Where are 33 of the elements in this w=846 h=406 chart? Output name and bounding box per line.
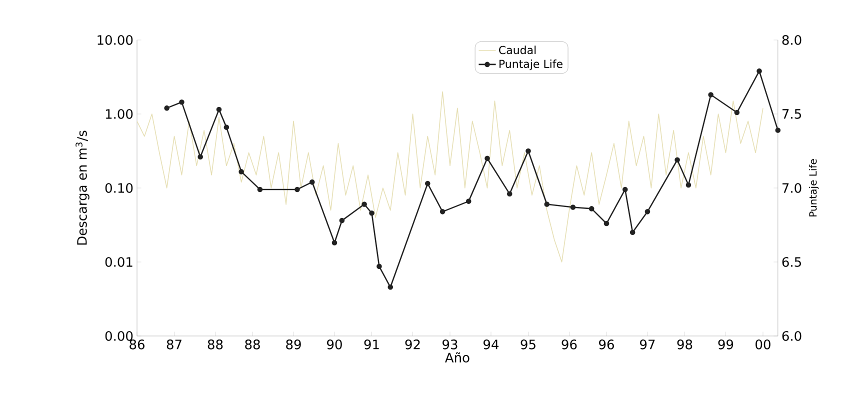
x-tick-label: 86: [130, 340, 144, 350]
x-tick-label: 97: [640, 340, 655, 350]
y2-tick-label: 7.0: [782, 183, 802, 193]
y-tick-label: 0.00: [105, 331, 133, 341]
x-tick-label: 94: [484, 340, 499, 350]
x-tick-label: 93: [442, 340, 458, 350]
x-tick-label: 95: [520, 340, 536, 350]
y2-tick-label: 6.0: [782, 331, 802, 341]
legend-label: Puntaje Life: [500, 60, 562, 70]
legend-label: Caudal: [499, 46, 536, 54]
y2-axis-title: Puntaje Life: [808, 159, 819, 216]
x-axis-title: Año: [445, 352, 470, 363]
x-tick-label: 96: [599, 340, 614, 350]
x-tick-label: 87: [166, 340, 182, 350]
y-tick-label: 0.01: [105, 257, 132, 267]
x-tick-label: 96: [562, 340, 577, 350]
x-tick-label: 90: [327, 340, 342, 350]
x-tick-label: 92: [405, 340, 420, 350]
y2-tick-label: 8.0: [782, 35, 802, 45]
y-tick-label: 10.00: [98, 35, 133, 45]
x-tick-label: 89: [286, 340, 301, 350]
y-tick-label: 0.10: [105, 183, 133, 193]
x-tick-label: 88: [208, 340, 223, 350]
y-tick-label: 1.00: [106, 109, 133, 119]
x-tick-label: 00: [756, 340, 770, 350]
x-tick-label: 91: [364, 340, 379, 350]
x-tick-label: 99: [718, 340, 734, 350]
y2-tick-label: 6.5: [782, 257, 801, 267]
x-tick-label: 88: [245, 340, 260, 350]
line-series: [137, 91, 764, 262]
x-tick-label: 98: [677, 340, 692, 350]
y-axis-title: Descarga en m$^{3}$/s: [76, 130, 90, 245]
y2-tick-label: 7.5: [782, 109, 801, 119]
